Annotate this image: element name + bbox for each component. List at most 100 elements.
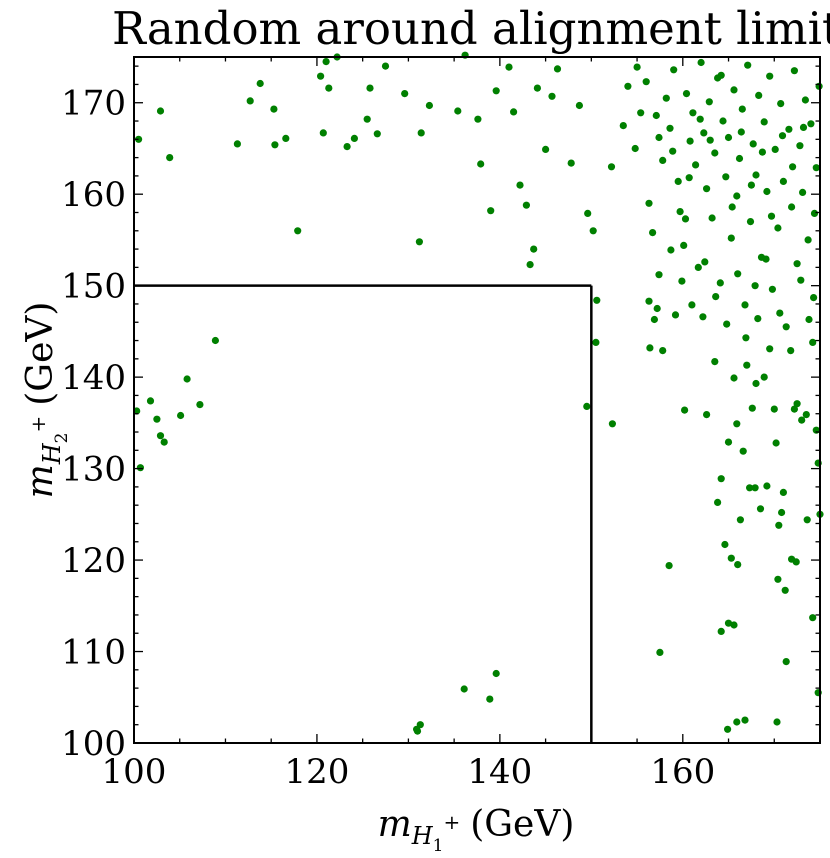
data-point [804, 236, 812, 244]
data-point [270, 105, 278, 113]
data-point [796, 142, 804, 150]
data-point [777, 100, 785, 108]
data-point [649, 229, 657, 237]
data-point [758, 148, 767, 156]
y-tick-label: 170 [61, 84, 126, 124]
boundary-lines [134, 284, 593, 743]
data-point [692, 161, 700, 169]
data-point [778, 508, 786, 517]
data-point [771, 145, 779, 153]
data-point [703, 411, 711, 419]
data-point [717, 475, 725, 483]
data-point [417, 129, 425, 137]
data-point [727, 554, 735, 562]
data-point [782, 658, 790, 666]
data-point [728, 203, 736, 211]
data-point [774, 575, 782, 583]
data-point [778, 132, 787, 140]
x-axis-label: mH1+ (GeV) [378, 804, 575, 856]
y-tick-label: 150 [61, 267, 126, 307]
data-point [742, 334, 750, 342]
data-point [624, 82, 632, 90]
data-point [706, 136, 714, 144]
data-point [743, 361, 751, 369]
data-point [793, 400, 801, 408]
data-point [697, 58, 705, 67]
data-point [733, 718, 741, 726]
data-point [530, 245, 538, 253]
data-point [381, 62, 390, 70]
data-point [526, 261, 534, 269]
data-point [575, 101, 584, 110]
data-point [416, 721, 424, 729]
axis-ticks [133, 57, 821, 744]
data-point [724, 133, 733, 142]
data-point [477, 160, 485, 168]
data-point [160, 438, 168, 446]
data-point [751, 282, 759, 290]
data-point [760, 373, 768, 381]
data-point [739, 447, 747, 455]
data-point [662, 94, 670, 102]
x-tick-label: 160 [650, 752, 715, 792]
y-tick-label: 100 [61, 724, 126, 764]
data-point [763, 482, 771, 490]
x-tick-label: 120 [284, 752, 349, 792]
data-point [734, 561, 742, 569]
data-point [136, 464, 144, 472]
data-point [486, 695, 494, 703]
data-point [776, 309, 784, 317]
data-point [553, 65, 562, 73]
data-point [156, 107, 165, 115]
y-axis-label: mH2+(GeV) [20, 302, 72, 499]
plot-frame [133, 56, 821, 744]
data-point [708, 214, 716, 222]
x-tick-label: 100 [102, 752, 167, 792]
data-point [733, 192, 741, 200]
data-point [666, 124, 674, 132]
data-point [325, 84, 333, 92]
data-point [802, 411, 810, 419]
data-point [730, 86, 738, 94]
data-point [730, 621, 738, 629]
data-point [741, 716, 749, 724]
data-point [797, 276, 805, 284]
data-point [567, 159, 575, 167]
data-point [782, 323, 790, 331]
data-point [717, 627, 725, 636]
data-point [699, 313, 707, 321]
data-point [492, 669, 500, 678]
data-point [810, 209, 819, 217]
data-point [633, 63, 641, 71]
data-point [812, 164, 820, 172]
data-point [790, 67, 799, 75]
data-point [533, 84, 542, 92]
data-point [583, 402, 591, 410]
data-point [135, 135, 143, 143]
data-point [653, 304, 661, 313]
data-point [696, 115, 704, 123]
data-point [343, 143, 351, 151]
data-point [809, 338, 817, 346]
data-point [711, 149, 719, 157]
data-point [700, 129, 708, 137]
data-point [775, 521, 783, 529]
data-points [133, 51, 824, 735]
data-point [716, 279, 724, 287]
data-point [767, 212, 776, 220]
data-point [705, 98, 713, 106]
data-point [548, 92, 556, 100]
data-point [766, 345, 774, 353]
data-point [487, 207, 495, 215]
data-point [770, 405, 778, 413]
data-point [645, 199, 653, 207]
data-point [807, 120, 815, 128]
data-point [730, 374, 738, 382]
data-point [799, 188, 807, 196]
data-point [637, 109, 645, 117]
data-point [522, 201, 531, 209]
data-point [686, 137, 694, 145]
data-point [774, 224, 782, 232]
data-point [589, 227, 597, 235]
data-point [751, 484, 759, 492]
